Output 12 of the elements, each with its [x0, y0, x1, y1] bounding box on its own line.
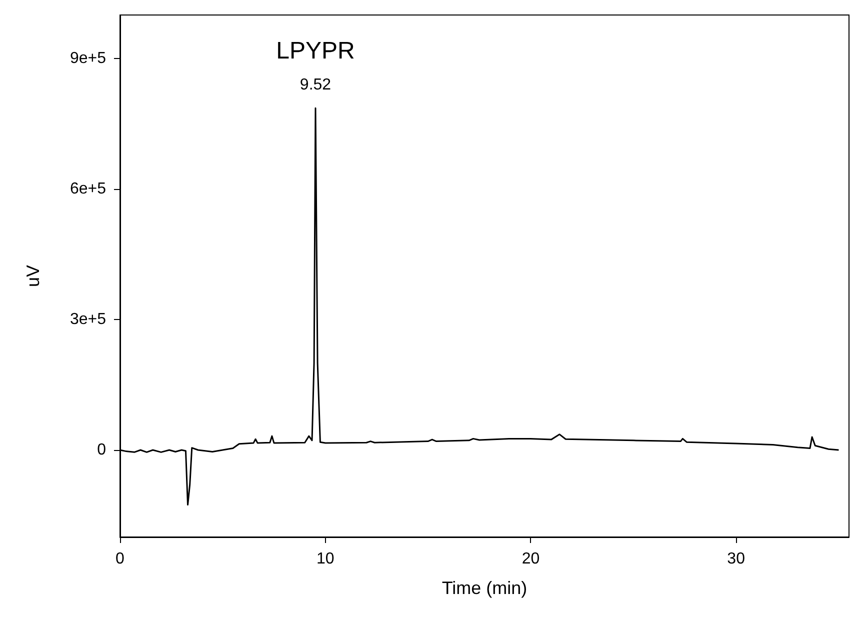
x-tick-label: 0: [116, 550, 125, 568]
x-tick-label: 10: [316, 550, 334, 568]
y-tick-label: 3e+5: [70, 311, 106, 328]
y-tick-label: 6e+5: [70, 180, 106, 198]
annotation: LPYPR: [276, 38, 355, 65]
annotation: 9.52: [300, 76, 332, 94]
x-tick-label: 20: [522, 550, 540, 568]
y-tick-label: 0: [97, 442, 106, 458]
y-axis-title: uV: [23, 264, 43, 288]
y-tick-label: 9e+5: [70, 50, 106, 67]
x-axis-title: Time (min): [442, 578, 528, 598]
x-tick-label: 30: [727, 550, 746, 568]
